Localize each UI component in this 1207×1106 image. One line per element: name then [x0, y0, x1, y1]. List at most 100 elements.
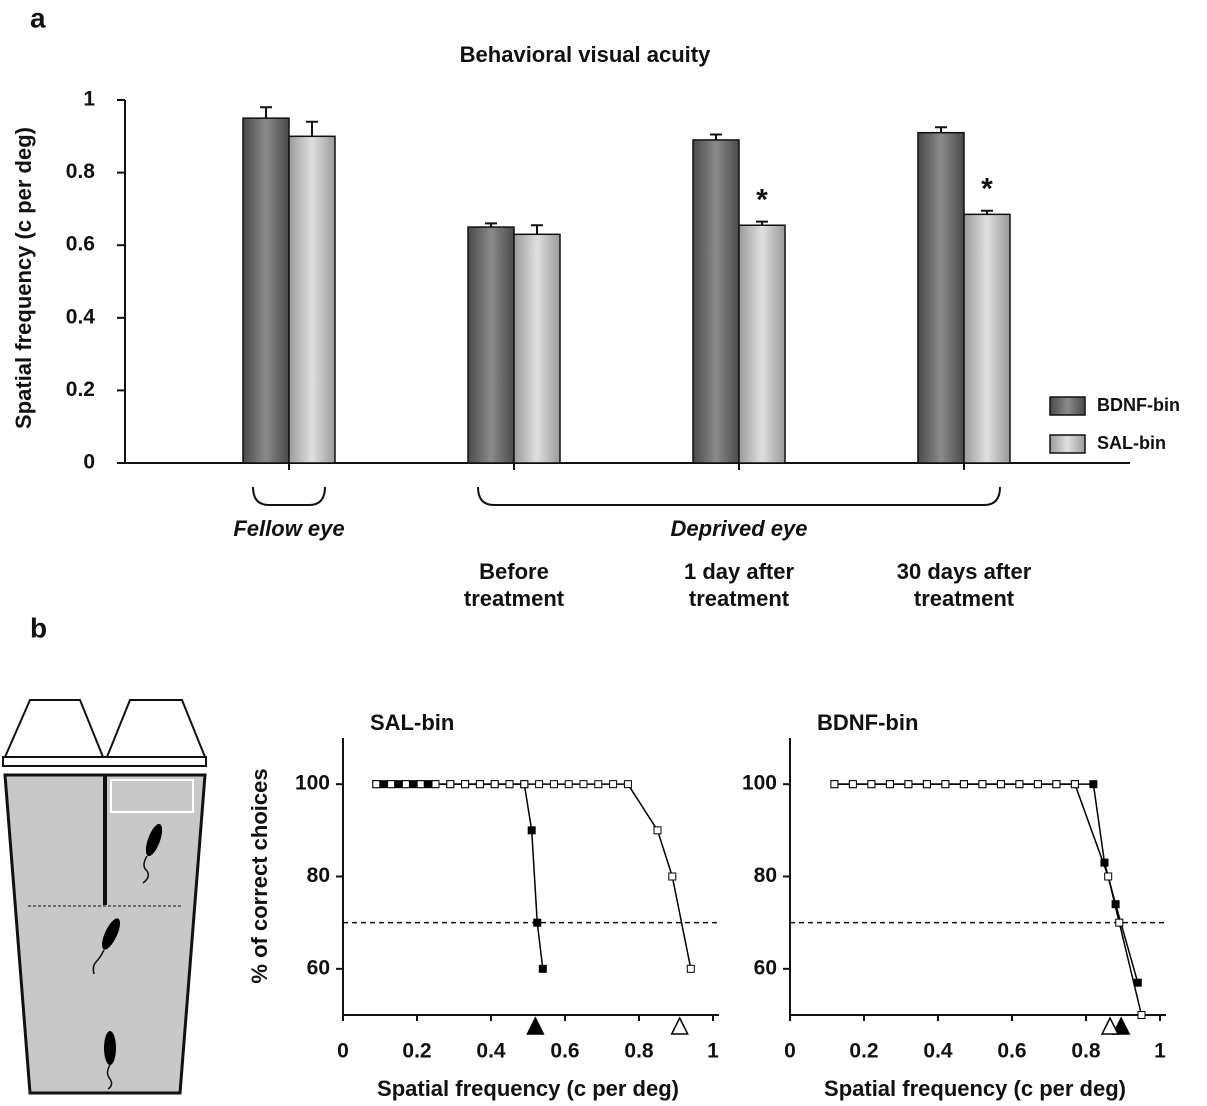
y-tick-label: 1 — [83, 88, 95, 111]
data-point — [1016, 781, 1023, 788]
figure-canvas: a b Behavioral visual acuity Spatial freq… — [0, 0, 1207, 1106]
bar — [468, 227, 514, 463]
error-bar — [306, 122, 318, 137]
data-point — [868, 781, 875, 788]
data-point — [654, 827, 661, 834]
data-point — [997, 781, 1004, 788]
data-point — [580, 781, 587, 788]
data-point — [528, 827, 535, 834]
data-point — [373, 781, 380, 788]
panel-label: b — [30, 612, 47, 643]
data-point — [565, 781, 572, 788]
acuity-marker — [672, 1018, 688, 1034]
x-tick-label: 0.8 — [624, 1040, 654, 1063]
x-tick-label: 0.6 — [550, 1040, 579, 1063]
legend-swatch — [1050, 435, 1085, 453]
significance-marker: * — [756, 184, 768, 217]
y-tick-label: 60 — [307, 956, 330, 979]
data-point — [539, 965, 546, 972]
significance-marker: * — [981, 173, 993, 206]
y-tick-label: 100 — [295, 772, 330, 795]
data-point — [624, 781, 631, 788]
data-point — [402, 781, 409, 788]
chart-title: Behavioral visual acuity — [460, 42, 711, 67]
y-tick-label: 0.8 — [66, 160, 96, 183]
x-tick-label: 1 — [707, 1040, 719, 1063]
error-bar — [935, 127, 947, 132]
y-tick-label: 0 — [83, 451, 95, 474]
data-point — [536, 781, 543, 788]
y-tick-label: 0.4 — [66, 305, 96, 328]
data-point — [1116, 919, 1123, 926]
error-bar — [710, 134, 722, 139]
group-label: Deprived eye — [671, 516, 808, 541]
data-point — [960, 781, 967, 788]
x-axis-label: Spatial frequency (c per deg) — [377, 1076, 679, 1101]
x-axis-label: Spatial frequency (c per deg) — [824, 1076, 1126, 1101]
y-axis-label: Spatial frequency (c per deg) — [11, 127, 36, 429]
data-point — [886, 781, 893, 788]
data-point — [905, 781, 912, 788]
x-tick-label: 1 day after treatment — [629, 558, 849, 612]
x-tick-label: 1 — [1154, 1040, 1166, 1063]
data-point — [1071, 781, 1078, 788]
bar — [693, 140, 739, 463]
data-point — [491, 781, 498, 788]
x-tick-label: 0.6 — [997, 1040, 1026, 1063]
figure: a b Behavioral visual acuity Spatial freq… — [0, 0, 1207, 1106]
panel-label: a — [30, 2, 46, 33]
y-tick-label: 80 — [754, 864, 777, 887]
x-tick-label: 30 days after treatment — [854, 558, 1074, 612]
bar — [514, 234, 560, 463]
y-tick-label: 60 — [754, 956, 777, 979]
data-point — [687, 965, 694, 972]
data-point — [1138, 1012, 1145, 1019]
data-point — [417, 781, 424, 788]
y-tick-label: 0.2 — [66, 378, 95, 401]
group-bracket — [253, 487, 325, 505]
legend-swatch — [1050, 397, 1085, 415]
bar — [739, 225, 785, 463]
data-point — [1034, 781, 1041, 788]
bar — [918, 133, 964, 463]
x-tick-label: 0.4 — [923, 1040, 953, 1063]
chart-title: BDNF-bin — [817, 710, 918, 735]
x-tick-label: 0.2 — [402, 1040, 431, 1063]
bar — [289, 136, 335, 463]
legend-label: BDNF-bin — [1097, 395, 1180, 415]
apparatus-diagram — [3, 700, 206, 1093]
acuity-marker — [527, 1018, 543, 1034]
bar — [243, 118, 289, 463]
data-point — [534, 919, 541, 926]
series-line — [376, 784, 543, 969]
x-tick-label: 0 — [337, 1040, 349, 1063]
data-point — [388, 781, 395, 788]
data-point — [1090, 781, 1097, 788]
data-point — [942, 781, 949, 788]
error-bar — [260, 107, 272, 118]
data-point — [849, 781, 856, 788]
data-point — [506, 781, 513, 788]
x-tick-label: 0 — [784, 1040, 796, 1063]
data-point — [669, 873, 676, 880]
data-point — [432, 781, 439, 788]
data-point — [979, 781, 986, 788]
acuity-marker — [1102, 1018, 1118, 1034]
x-tick-label: 0.2 — [849, 1040, 878, 1063]
data-point — [447, 781, 454, 788]
x-tick-label: 0.4 — [476, 1040, 506, 1063]
y-tick-label: 80 — [307, 864, 330, 887]
data-point — [462, 781, 469, 788]
data-point — [1105, 873, 1112, 880]
data-point — [595, 781, 602, 788]
data-point — [550, 781, 557, 788]
data-point — [476, 781, 483, 788]
legend-label: SAL-bin — [1097, 433, 1166, 453]
bar — [964, 214, 1010, 463]
group-bracket — [478, 487, 1000, 505]
y-tick-label: 0.6 — [66, 233, 95, 256]
data-point — [831, 781, 838, 788]
data-point — [610, 781, 617, 788]
data-point — [1053, 781, 1060, 788]
group-label: Fellow eye — [233, 516, 344, 541]
